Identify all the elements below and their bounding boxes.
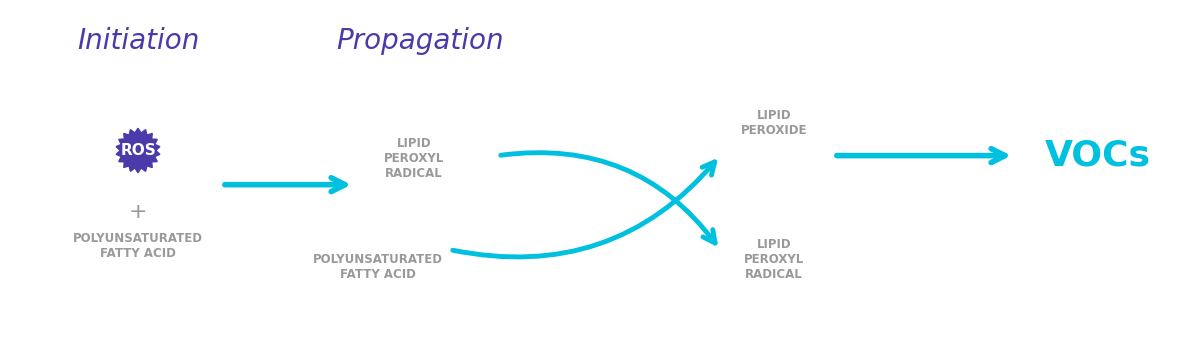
Text: Initiation: Initiation: [77, 27, 199, 55]
Text: ROS: ROS: [120, 143, 156, 158]
Text: POLYUNSATURATED
FATTY ACID: POLYUNSATURATED FATTY ACID: [73, 232, 203, 260]
Polygon shape: [116, 128, 160, 173]
Text: POLYUNSATURATED
FATTY ACID: POLYUNSATURATED FATTY ACID: [313, 253, 443, 281]
Text: LIPID
PEROXIDE: LIPID PEROXIDE: [740, 109, 808, 137]
Text: LIPID
PEROXYL
RADICAL: LIPID PEROXYL RADICAL: [384, 137, 444, 180]
Text: Propagation: Propagation: [336, 27, 504, 55]
Text: LIPID
PEROXYL
RADICAL: LIPID PEROXYL RADICAL: [744, 238, 804, 281]
Text: +: +: [128, 202, 148, 222]
Text: VOCs: VOCs: [1045, 139, 1151, 173]
